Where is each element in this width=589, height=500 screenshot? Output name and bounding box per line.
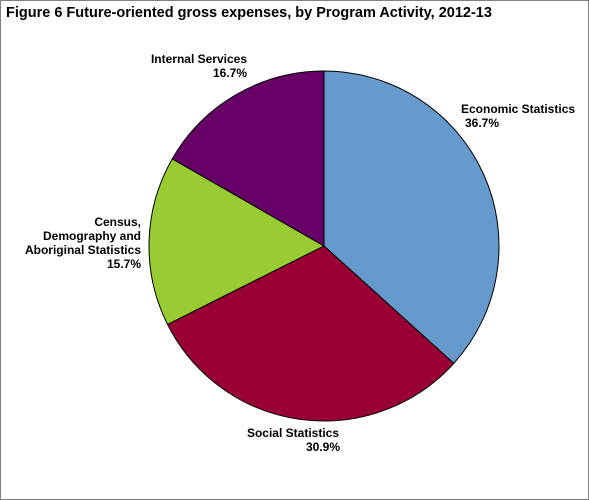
slice-label-0: Economic Statistics 36.7% bbox=[461, 102, 575, 130]
chart-title: Figure 6 Future-oriented gross expenses,… bbox=[6, 5, 492, 21]
slice-label-line: Census, bbox=[94, 215, 141, 229]
pie-slices bbox=[148, 70, 500, 422]
slice-label-line: Economic Statistics bbox=[461, 102, 575, 116]
pie-slice-2 bbox=[148, 158, 326, 326]
pie-slice-1 bbox=[166, 245, 455, 422]
slice-label-2: Census, Demography and Aboriginal Statisti… bbox=[25, 215, 141, 271]
slice-value-label: 16.7% bbox=[213, 66, 247, 80]
pie-labels: Economic Statistics 36.7% Social Statistic… bbox=[25, 52, 575, 454]
pie-slice-0 bbox=[323, 70, 500, 365]
slice-label-line: Demography and bbox=[43, 229, 141, 243]
slice-label-3: Internal Services 16.7% bbox=[151, 52, 247, 80]
slice-label-line: Aboriginal Statistics bbox=[25, 243, 141, 257]
slice-value-label: 36.7% bbox=[465, 116, 499, 130]
slice-value-label: 15.7% bbox=[107, 257, 141, 271]
pie-slice-3 bbox=[171, 70, 325, 247]
slice-label-line: Internal Services bbox=[151, 52, 247, 66]
slice-label-line: Social Statistics bbox=[247, 426, 339, 440]
slice-label-1: Social Statistics 30.9% bbox=[247, 426, 340, 454]
slice-value-label: 30.9% bbox=[306, 440, 340, 454]
